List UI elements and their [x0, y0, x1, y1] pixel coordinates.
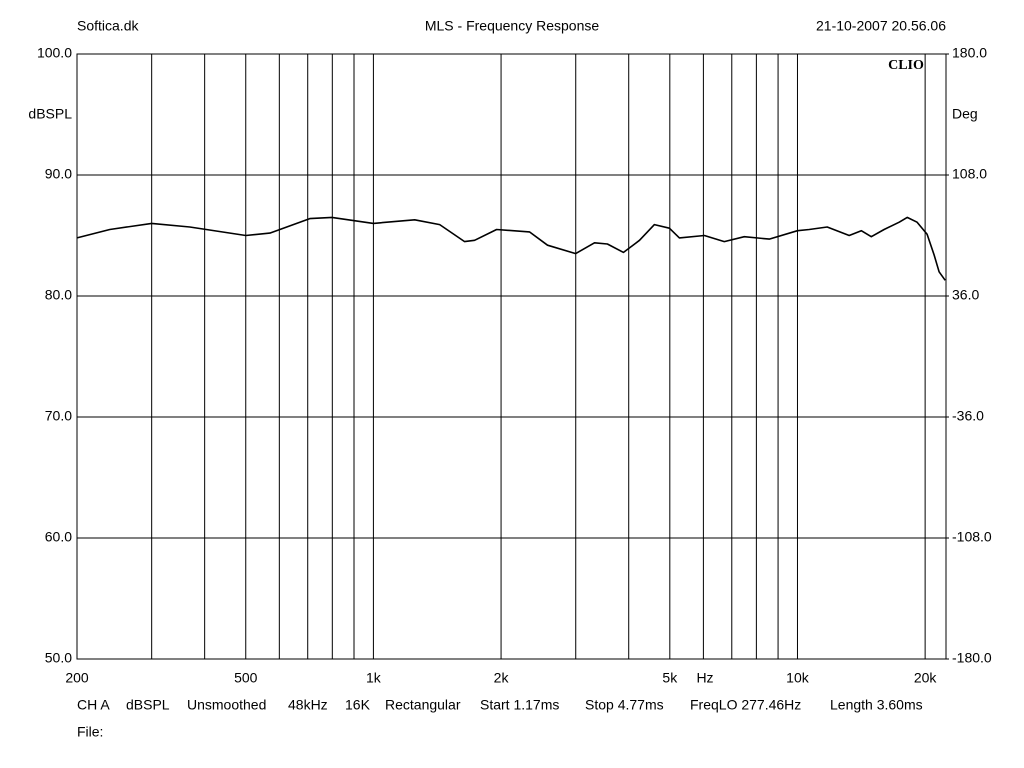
y-tick-label: 50.0: [45, 650, 72, 666]
y2-tick-label: -36.0: [952, 408, 984, 424]
y-tick-label: 100.0: [37, 45, 72, 61]
x-tick-label: 200: [65, 670, 89, 686]
response-line: [76, 216, 946, 281]
header-left: Softica.dk: [77, 18, 139, 34]
y2-tick-label: -180.0: [952, 650, 992, 666]
x-tick-label: 1k: [366, 670, 382, 686]
logo: CLIO: [888, 58, 924, 73]
x-tick-label: 5k: [662, 670, 678, 686]
footer-item: Stop 4.77ms: [585, 697, 664, 713]
y2-tick-label: 180.0: [952, 45, 987, 61]
chart-title: MLS - Frequency Response: [425, 18, 600, 34]
file-label: File:: [77, 724, 103, 740]
footer-item: dBSPL: [126, 697, 170, 713]
y-tick-label: 70.0: [45, 408, 72, 424]
y-axis-label: dBSPL: [28, 106, 72, 122]
y-tick-label: 90.0: [45, 166, 72, 182]
x-tick-label: 500: [234, 670, 258, 686]
plot-frame: [76, 53, 947, 660]
footer-item: FreqLO 277.46Hz: [690, 697, 801, 713]
footer-item: Length 3.60ms: [830, 697, 923, 713]
header-right: 21-10-2007 20.56.06: [816, 18, 946, 34]
footer-item: Rectangular: [385, 697, 461, 713]
y-tick-label: 60.0: [45, 529, 72, 545]
x-tick-label: 20k: [914, 670, 938, 686]
footer-item: Start 1.17ms: [480, 697, 559, 713]
footer-item: 16K: [345, 697, 371, 713]
x-tick-label: 2k: [494, 670, 510, 686]
y-tick-label: 80.0: [45, 287, 72, 303]
y2-tick-label: 108.0: [952, 166, 987, 182]
footer-item: Unsmoothed: [187, 697, 266, 713]
x-tick-label: 10k: [786, 670, 810, 686]
x-axis-label: Hz: [696, 670, 713, 686]
footer-item: CH A: [77, 697, 110, 713]
footer-item: 48kHz: [288, 697, 328, 713]
y2-tick-label: 36.0: [952, 287, 979, 303]
y2-tick-label: -108.0: [952, 529, 992, 545]
y2-axis-label: Deg: [952, 106, 978, 122]
